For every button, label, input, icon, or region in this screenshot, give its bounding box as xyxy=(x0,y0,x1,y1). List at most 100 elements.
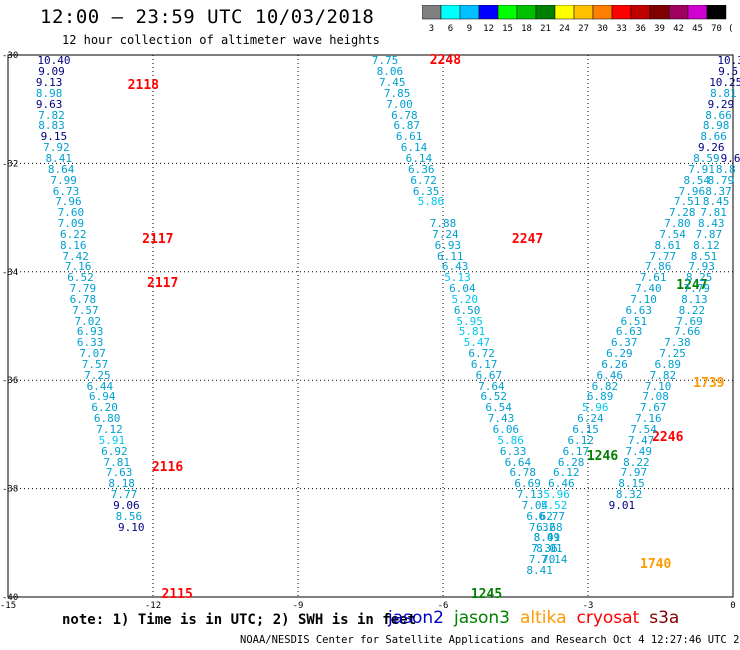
swh-value-label: 7.82 xyxy=(649,368,677,382)
swh-value-label: 6.14 xyxy=(400,141,428,155)
swh-value-label: 7.81 xyxy=(103,455,131,469)
swh-value-label: 6.62 xyxy=(526,509,553,523)
swh-value-label: 7.63 xyxy=(105,466,133,480)
swh-value-label: 6.33 xyxy=(499,444,527,458)
swh-value-label: 6.87 xyxy=(393,119,421,133)
swh-value-label: 6.82 xyxy=(591,379,619,393)
swh-value-label: 5.86 xyxy=(497,433,524,447)
pass-time-label: 1246 xyxy=(586,449,619,465)
swh-value-label: 7.69 xyxy=(676,314,703,328)
lat-tick-label: -36 xyxy=(2,376,18,386)
swh-value-label: 6.37 xyxy=(611,336,638,350)
swh-value-label: 8.18 xyxy=(108,477,135,491)
swh-value-label: 7.09 xyxy=(57,217,85,231)
swh-value-label: 8.43 xyxy=(698,217,725,231)
pass-time-label: 2117 xyxy=(142,232,174,248)
swh-value-label: 9.06 xyxy=(113,498,140,512)
swh-value-label: 8.83 xyxy=(38,119,65,133)
swh-value-label: 9.15 xyxy=(40,130,68,144)
colorbar-units: (ft) xyxy=(728,24,732,34)
swh-value-label: 6.92 xyxy=(101,444,128,458)
swh-value-label: 9.09 xyxy=(38,65,65,79)
legend-cryosat: cryosat xyxy=(576,608,640,628)
lat-tick-label: -30 xyxy=(2,51,18,61)
colorbar-label: 33 xyxy=(616,24,627,34)
pass-time-label: 1245 xyxy=(470,587,503,603)
swh-value-label: 6.43 xyxy=(441,260,469,274)
swh-value-label: 7.54 xyxy=(630,422,657,436)
swh-value-label: 8.01 xyxy=(536,542,563,556)
swh-value-label: 7.81 xyxy=(700,206,727,220)
swh-value-label: 6.54 xyxy=(485,401,512,415)
swh-value-label: 6.44 xyxy=(86,379,114,393)
swh-value-label: 7.13 xyxy=(516,488,544,502)
colorbar-label: 70 xyxy=(711,24,722,34)
pass-time-label: 2117 xyxy=(147,275,179,291)
colorbar-label: 9 xyxy=(467,24,472,34)
swh-value-label: 7.92 xyxy=(43,141,70,155)
swh-value-label: 6.80 xyxy=(93,412,121,426)
swh-value-label: 7.57 xyxy=(81,357,109,371)
colorbar-label: 3 xyxy=(429,24,434,34)
swh-value-label: 9.5 xyxy=(718,65,739,79)
swh-value-label: 5.52 xyxy=(540,498,568,512)
colorbar-label: 18 xyxy=(521,24,532,34)
swh-value-label: 8.12 xyxy=(693,238,720,252)
swh-value-label: 7.38 xyxy=(664,336,691,350)
swh-value-label: 8.41 xyxy=(526,563,553,577)
colorbar-swatch xyxy=(668,5,689,20)
swh-value-label: 7.79 xyxy=(683,282,711,296)
swh-value-label: 8.54 xyxy=(683,173,711,187)
lat-tick-label: -38 xyxy=(2,485,18,495)
swh-value-label: 7.91 xyxy=(688,162,715,176)
swh-value-label: 8.37 xyxy=(705,184,732,198)
swh-value-label: 7.49 xyxy=(625,444,653,458)
colorbar-swatch xyxy=(706,5,727,20)
swh-value-label: 8.61 xyxy=(654,238,682,252)
swh-value-label: 8.59 xyxy=(693,151,720,165)
swh-value-label: 8.09 xyxy=(533,531,561,545)
swh-value-label: 7.12 xyxy=(96,422,123,436)
lon-tick-label: -9 xyxy=(293,601,304,610)
swh-value-label: 7.10 xyxy=(630,292,657,306)
swh-value-label: 6.11 xyxy=(437,249,464,263)
swh-value-label: 7.70 xyxy=(528,553,556,567)
pass-time-label: 2246 xyxy=(652,430,684,446)
legend-altika: altika xyxy=(520,608,567,628)
lat-tick-label: -32 xyxy=(2,159,18,169)
swh-value-label: 7.28 xyxy=(669,206,696,220)
swh-value-label: 5.96 xyxy=(543,488,570,502)
swh-value-label: 5.20 xyxy=(451,292,479,306)
swh-value-label: 5.86 xyxy=(417,195,445,209)
pass-time-label: 1740 xyxy=(640,557,672,573)
colorbar-swatch xyxy=(687,5,708,20)
swh-value-label: 7.64 xyxy=(478,379,505,393)
swh-value-label: 6.78 xyxy=(509,466,537,480)
swh-value-label: 8.41 xyxy=(533,531,561,545)
swh-value-label: 8.32 xyxy=(615,488,643,502)
swh-value-label: 7.24 xyxy=(432,227,459,241)
swh-value-label: 6.28 xyxy=(557,455,585,469)
swh-value-label: 9.13 xyxy=(35,76,63,90)
swh-value-label: 8.81 xyxy=(710,86,737,100)
swh-value-label: 7.66 xyxy=(673,325,701,339)
colorbar-swatch xyxy=(516,5,537,20)
swh-value-label: 6.69 xyxy=(514,477,541,491)
swh-value-label: 5.47 xyxy=(463,336,491,350)
swh-value-label: 7.25 xyxy=(659,347,686,361)
swh-value-label: 7.54 xyxy=(659,227,686,241)
swh-value-label: 7.99 xyxy=(50,173,77,187)
pass-time-label: 2248 xyxy=(429,53,462,69)
swh-value-label: 6.12 xyxy=(553,466,580,480)
colorbar-swatch xyxy=(440,5,461,20)
swh-value-label: 6.15 xyxy=(572,422,599,436)
swh-value-label: 7.47 xyxy=(627,433,655,447)
swh-value-label: 8.16 xyxy=(60,238,87,252)
swh-value-label: 6.78 xyxy=(391,108,418,122)
swh-value-label: 6.93 xyxy=(434,238,462,252)
colorbar-swatch xyxy=(497,5,518,20)
swh-value-label: 7.14 xyxy=(540,553,568,567)
footnote: note: 1) Time is in UTC; 2) SWH is in fe… xyxy=(62,612,417,628)
colorbar-label: 12 xyxy=(483,24,494,34)
swh-value-label: 7.43 xyxy=(487,412,515,426)
